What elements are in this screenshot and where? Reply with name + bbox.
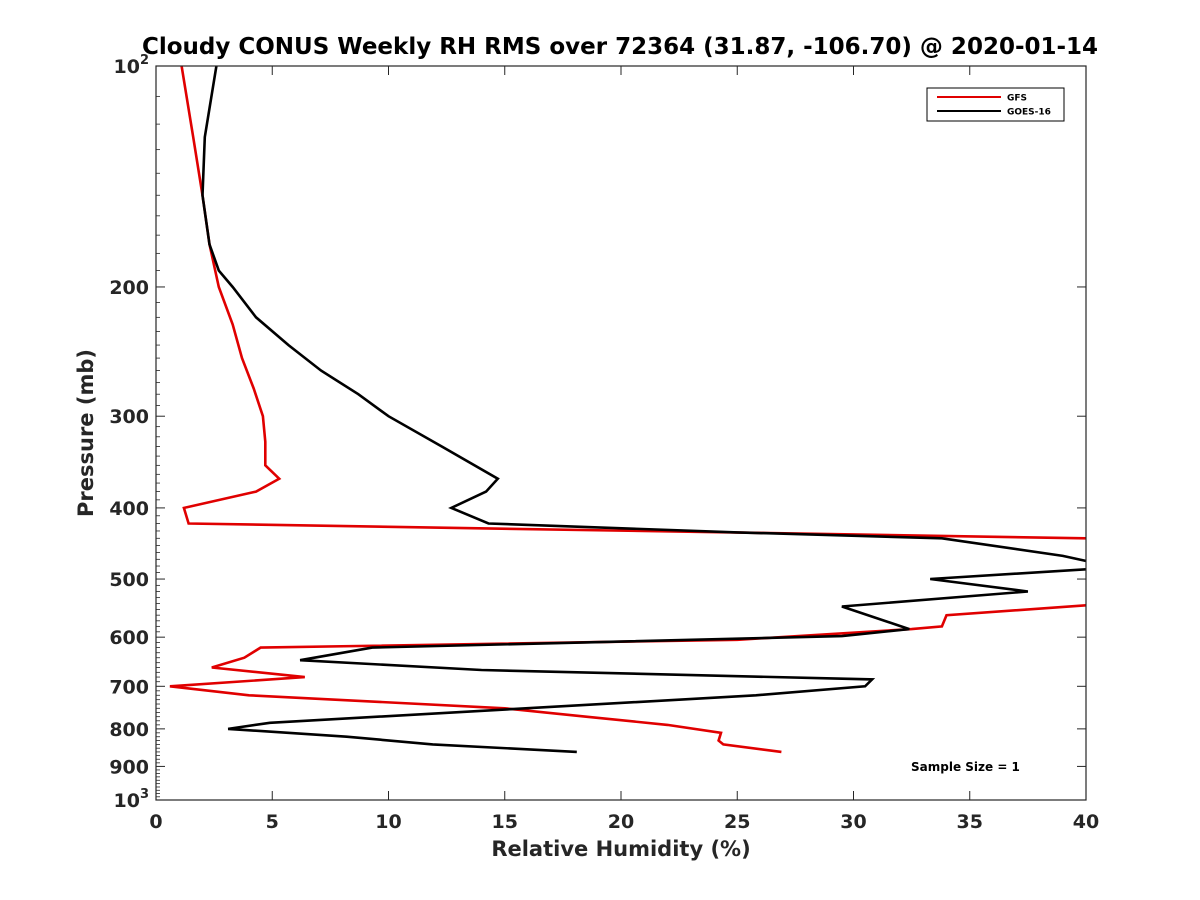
y-tick-label: 800 [109, 719, 149, 741]
x-tick-label: 30 [840, 811, 866, 833]
y-tick-label: 500 [109, 569, 149, 591]
legend: GFS GOES-16 [926, 87, 1065, 122]
y-tick-label: 900 [109, 756, 149, 778]
x-tick-label: 25 [724, 811, 750, 833]
y-axis: 102 200 300 400 500 600 700 800 900 103 [109, 53, 1086, 812]
series-layer [169, 66, 1086, 754]
y-tick-label: 200 [109, 277, 149, 299]
x-tick-label: 5 [266, 811, 279, 833]
x-tick-label: 15 [492, 811, 518, 833]
chart-title: Cloudy CONUS Weekly RH RMS over 72364 (3… [142, 34, 1098, 60]
x-axis: 0 5 10 15 20 25 30 35 40 [149, 66, 1099, 833]
y-tick-label: 102 [114, 53, 150, 78]
x-tick-label: 10 [375, 811, 401, 833]
y-tick-label: 700 [109, 676, 149, 698]
x-tick-label: 40 [1073, 811, 1099, 833]
y-tick-label: 400 [109, 498, 149, 520]
series-line-gfs [169, 66, 1086, 754]
sample-size-annotation: Sample Size = 1 [911, 760, 1020, 774]
x-tick-label: 35 [957, 811, 983, 833]
plot-area-frame [155, 65, 1087, 801]
legend-box [926, 87, 1065, 122]
x-tick-label: 0 [149, 811, 162, 833]
y-tick-label: 600 [109, 627, 149, 649]
legend-label-gfs: GFS [1007, 94, 1027, 104]
x-axis-title: Relative Humidity (%) [491, 837, 750, 861]
y-tick-label: 103 [114, 787, 150, 812]
series-line-goes16 [201, 66, 1086, 754]
legend-label-goes16: GOES-16 [1007, 108, 1051, 118]
y-tick-label: 300 [109, 406, 149, 428]
x-tick-label: 20 [608, 811, 634, 833]
y-axis-title: Pressure (mb) [74, 349, 98, 517]
